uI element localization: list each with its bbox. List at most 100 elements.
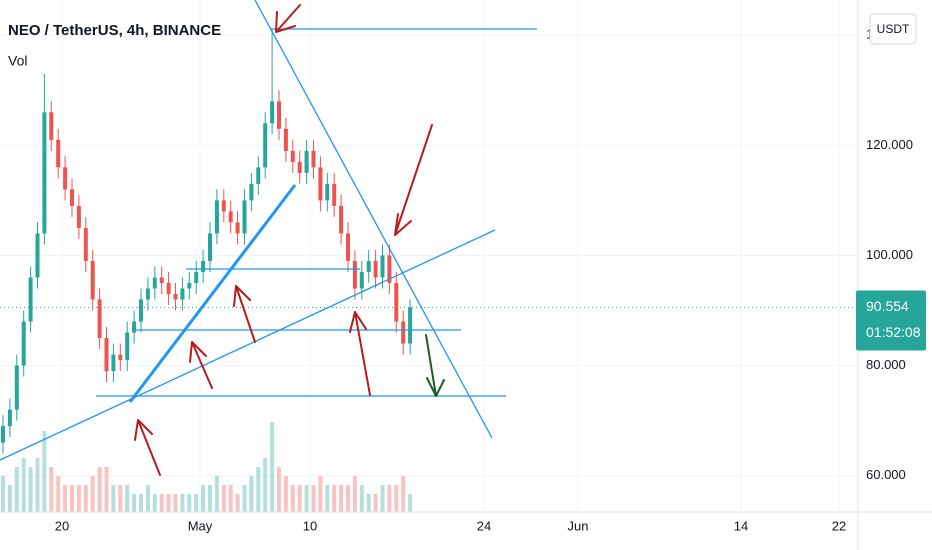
countdown-label: 01:52:08: [866, 324, 921, 340]
candle-body: [187, 282, 192, 289]
candle-body: [125, 332, 130, 361]
candle-body: [104, 338, 109, 372]
x-tick-label: 22: [832, 518, 846, 533]
volume-bar: [145, 485, 150, 512]
candle-body: [394, 282, 399, 322]
candle-body: [180, 288, 185, 300]
candle-body: [401, 321, 406, 344]
volume-label: Vol: [8, 53, 27, 69]
volume-bar: [152, 494, 157, 512]
candle-body: [277, 101, 281, 129]
volume-bar: [42, 431, 47, 512]
volume-bar: [187, 494, 192, 512]
candle-body: [263, 123, 268, 168]
candle-body: [332, 183, 337, 206]
candle-body: [214, 200, 219, 234]
volume-bar: [83, 485, 88, 512]
volume-bar: [97, 467, 102, 512]
volume-bar: [228, 485, 233, 512]
volume-bar: [373, 494, 378, 512]
candle-body: [221, 200, 226, 212]
candle-body: [97, 299, 102, 339]
volume-bar: [235, 494, 240, 512]
volume-bar: [214, 476, 219, 512]
volume-bar: [249, 476, 254, 512]
candle-body: [70, 189, 74, 206]
volume-bar: [90, 476, 95, 512]
candle-body: [304, 150, 309, 173]
candle-body: [290, 150, 295, 162]
volume-bar: [332, 485, 337, 512]
volume-bar: [242, 485, 247, 512]
volume-bar: [263, 458, 268, 512]
volume-bar: [318, 476, 323, 512]
candle-body: [173, 293, 178, 300]
candle-body: [118, 354, 123, 361]
candle-body: [311, 150, 316, 168]
x-tick-label: 14: [734, 518, 748, 533]
candle-body: [235, 222, 240, 234]
volume-bar: [304, 485, 309, 512]
arrow: [425, 334, 445, 397]
candle-body: [346, 233, 350, 261]
volume-bar: [173, 494, 178, 512]
volume-bar: [70, 485, 74, 512]
x-tick-label: 24: [477, 518, 491, 533]
volume-bar: [352, 476, 357, 512]
volume-bar: [256, 467, 261, 512]
candle-body: [63, 167, 68, 190]
candle-body: [132, 321, 137, 333]
candle-body: [14, 365, 19, 410]
volume-bar: [76, 485, 81, 512]
x-tick-label: 20: [55, 518, 69, 533]
candle-body: [380, 255, 385, 278]
candle-body: [249, 183, 254, 201]
candle-body: [359, 271, 364, 289]
candle-body: [49, 112, 54, 140]
volume-bar: [35, 458, 40, 512]
volume-bar: [277, 467, 281, 512]
volume-bar: [380, 485, 385, 512]
currency-button[interactable]: [869, 13, 917, 45]
chart-title: NEO / TetherUS, 4h, BINANCE: [8, 22, 221, 39]
candle-body: [7, 409, 12, 427]
volume-bar: [297, 485, 302, 512]
candle-body: [111, 354, 116, 372]
volume-bar: [104, 467, 109, 512]
volume-bar: [394, 485, 399, 512]
volume-bar: [139, 494, 143, 512]
y-tick-label: 80.000: [866, 357, 906, 372]
candle-body: [318, 167, 323, 201]
candle-body: [1, 426, 5, 443]
candle-body: [56, 139, 61, 168]
volume-bar: [118, 485, 123, 512]
last-price-label: 90.554: [866, 298, 909, 314]
candle-body: [21, 321, 26, 366]
volume-bar: [408, 494, 413, 512]
candle-body: [76, 205, 81, 228]
volume-bar: [208, 485, 212, 512]
volume-bar: [132, 494, 137, 512]
volume-bar: [49, 467, 54, 512]
trend-line: [0, 229, 496, 461]
volume-bar: [21, 458, 26, 512]
candle-body: [373, 260, 378, 278]
volume-bar: [270, 422, 275, 512]
volume-bar: [125, 485, 130, 512]
volume-bar: [159, 494, 164, 512]
trend-line: [128, 184, 297, 403]
x-tick-label: May: [188, 518, 213, 533]
candle-body: [139, 299, 143, 322]
volume-bar: [7, 485, 12, 512]
candle-body: [366, 260, 371, 272]
volume-bar: [63, 485, 68, 512]
volume-bar: [1, 476, 5, 512]
volume-bar: [366, 494, 371, 512]
volume-bar: [339, 485, 344, 512]
currency-label[interactable]: USDT: [877, 22, 910, 36]
candle-body: [28, 277, 33, 322]
volume-bar: [346, 485, 350, 512]
x-tick-label: Jun: [568, 518, 589, 533]
candle-body: [159, 277, 164, 283]
